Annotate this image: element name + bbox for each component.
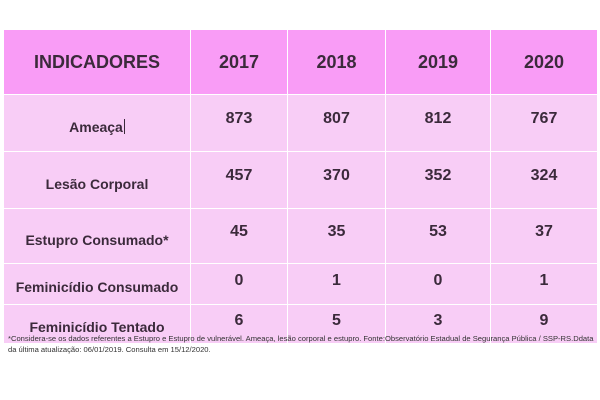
value-cell: 9 — [490, 304, 598, 344]
value-cell: 53 — [385, 208, 491, 264]
header-year-2019: 2019 — [385, 29, 491, 95]
row-label: Feminicídio Consumado — [3, 263, 191, 305]
header-indicadores: INDICADORES — [3, 29, 191, 95]
value-cell: 812 — [385, 94, 491, 152]
value-cell: 5 — [287, 304, 386, 344]
value-cell: 767 — [490, 94, 598, 152]
text-cursor — [123, 119, 125, 134]
value-cell: 457 — [190, 151, 288, 209]
value-cell: 352 — [385, 151, 491, 209]
value-cell: 37 — [490, 208, 598, 264]
value-cell: 324 — [490, 151, 598, 209]
table-row: Lesão Corporal 457 370 352 324 — [3, 151, 598, 209]
row-label-cell[interactable]: Ameaça — [3, 94, 191, 152]
value-cell: 807 — [287, 94, 386, 152]
value-cell: 35 — [287, 208, 386, 264]
value-cell: 3 — [385, 304, 491, 344]
indicators-table: INDICADORES 2017 2018 2019 2020 Ameaça 8… — [3, 29, 598, 344]
table-row: Ameaça 873 807 812 767 — [3, 94, 598, 152]
value-cell: 873 — [190, 94, 288, 152]
value-cell: 1 — [490, 263, 598, 305]
header-row: INDICADORES 2017 2018 2019 2020 — [3, 29, 598, 95]
table-row: Estupro Consumado* 45 35 53 37 — [3, 208, 598, 264]
header-year-2018: 2018 — [287, 29, 386, 95]
header-year-2020: 2020 — [490, 29, 598, 95]
header-year-2017: 2017 — [190, 29, 288, 95]
value-cell: 0 — [385, 263, 491, 305]
row-label: Feminicídio Tentado — [3, 304, 191, 344]
value-cell: 0 — [190, 263, 288, 305]
row-label: Ameaça — [69, 119, 123, 135]
value-cell: 45 — [190, 208, 288, 264]
table-row: Feminicídio Consumado 0 1 0 1 — [3, 263, 598, 305]
value-cell: 370 — [287, 151, 386, 209]
row-label: Estupro Consumado* — [3, 208, 191, 264]
value-cell: 1 — [287, 263, 386, 305]
table-row: Feminicídio Tentado 6 5 3 9 — [3, 304, 598, 344]
footnote: *Considera-se os dados referentes a Estu… — [8, 334, 594, 354]
row-label: Lesão Corporal — [3, 151, 191, 209]
